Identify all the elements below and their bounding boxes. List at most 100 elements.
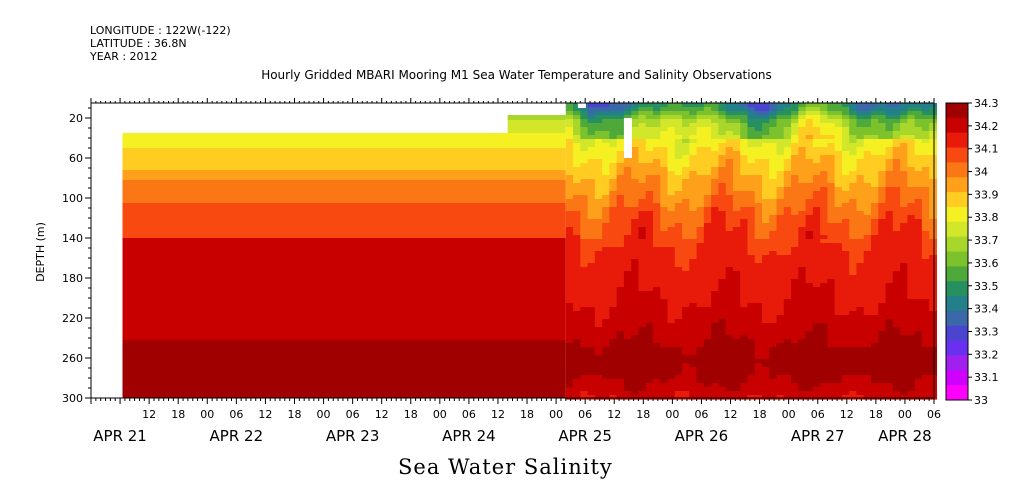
salinity-cell [703, 275, 712, 280]
salinity-cell [762, 167, 770, 172]
salinity-cell [907, 299, 916, 304]
salinity-cell [791, 211, 799, 216]
salinity-cell [900, 223, 908, 228]
salinity-cell [587, 303, 596, 308]
colorbar-label: 34 [974, 166, 988, 179]
salinity-cell [602, 163, 610, 168]
salinity-cell [747, 183, 756, 188]
salinity-cell [762, 207, 770, 212]
salinity-cell [805, 391, 814, 396]
salinity-cell [798, 295, 807, 300]
salinity-cell [754, 347, 763, 352]
salinity-cell [900, 355, 908, 360]
salinity-cell [703, 283, 712, 288]
salinity-cell [682, 363, 690, 368]
salinity-cell [623, 387, 632, 392]
salinity-cell [914, 139, 923, 144]
salinity-cell [885, 243, 894, 248]
salinity-cell [623, 263, 632, 268]
salinity-cell [602, 139, 610, 144]
salinity-cell [856, 227, 865, 232]
salinity-cell [929, 155, 938, 160]
colorbar-swatch [946, 296, 968, 312]
salinity-cell [747, 343, 756, 348]
salinity-cell [892, 211, 901, 216]
salinity-cell [863, 199, 872, 204]
salinity-cell [660, 327, 669, 332]
salinity-cell [732, 391, 741, 396]
salinity-cell [594, 251, 603, 256]
salinity-cell [711, 131, 720, 136]
salinity-cell [747, 311, 756, 316]
salinity-cell [769, 127, 778, 132]
salinity-cell [725, 191, 734, 196]
salinity-cell [580, 379, 589, 384]
salinity-cell [573, 311, 581, 316]
salinity-cell [703, 171, 712, 176]
salinity-cell [660, 299, 669, 304]
salinity-cell [798, 143, 807, 148]
salinity-cell [732, 319, 741, 324]
salinity-cell [892, 175, 901, 180]
salinity-cell [871, 103, 879, 108]
salinity-cell [609, 195, 618, 200]
salinity-cell [871, 227, 879, 232]
salinity-cell [682, 259, 690, 264]
salinity-cell [834, 171, 843, 176]
salinity-cell [609, 387, 618, 392]
salinity-cell [711, 247, 720, 252]
salinity-cell [718, 247, 727, 252]
salinity-cell [834, 139, 843, 144]
salinity-cell [573, 115, 581, 120]
salinity-cell [587, 163, 596, 168]
salinity-cell [871, 307, 879, 312]
salinity-cell [907, 179, 916, 184]
salinity-cell [921, 191, 930, 196]
salinity-cell [791, 275, 799, 280]
salinity-cell [667, 139, 676, 144]
salinity-cell [616, 363, 625, 368]
salinity-cell [856, 187, 865, 192]
salinity-cell [660, 179, 669, 184]
salinity-cell [841, 131, 850, 136]
salinity-cell [885, 359, 894, 364]
salinity-cell [667, 223, 676, 228]
salinity-cell [638, 119, 647, 124]
salinity-cell [594, 139, 603, 144]
salinity-cell [841, 259, 850, 264]
salinity-cell [703, 379, 712, 384]
salinity-cell [747, 271, 756, 276]
salinity-cell [580, 383, 589, 388]
salinity-cell [623, 203, 632, 208]
salinity-cell [900, 155, 908, 160]
salinity-cell [885, 271, 894, 276]
salinity-cell [892, 219, 901, 224]
salinity-cell [907, 267, 916, 272]
salinity-cell [696, 383, 705, 388]
salinity-cell [725, 183, 734, 188]
salinity-cell [849, 311, 858, 316]
salinity-cell [827, 323, 836, 328]
salinity-cell [921, 215, 930, 220]
salinity-cell [791, 331, 799, 336]
salinity-cell [638, 259, 647, 264]
salinity-cell [667, 295, 676, 300]
salinity-cell [718, 303, 727, 308]
salinity-cell [682, 231, 690, 236]
salinity-cell [841, 271, 850, 276]
salinity-cell [849, 367, 858, 372]
salinity-cell [871, 263, 879, 268]
colorbar-swatch [946, 340, 968, 356]
salinity-cell [907, 239, 916, 244]
salinity-cell [565, 223, 574, 228]
salinity-cell [812, 243, 821, 248]
salinity-cell [929, 255, 938, 260]
salinity-cell [740, 107, 749, 112]
salinity-cell [653, 395, 661, 400]
salinity-cell [594, 191, 603, 196]
x-date-label: APR 24 [442, 427, 496, 445]
salinity-cell [711, 179, 720, 184]
salinity-cell [631, 383, 640, 388]
salinity-cell [827, 131, 836, 136]
